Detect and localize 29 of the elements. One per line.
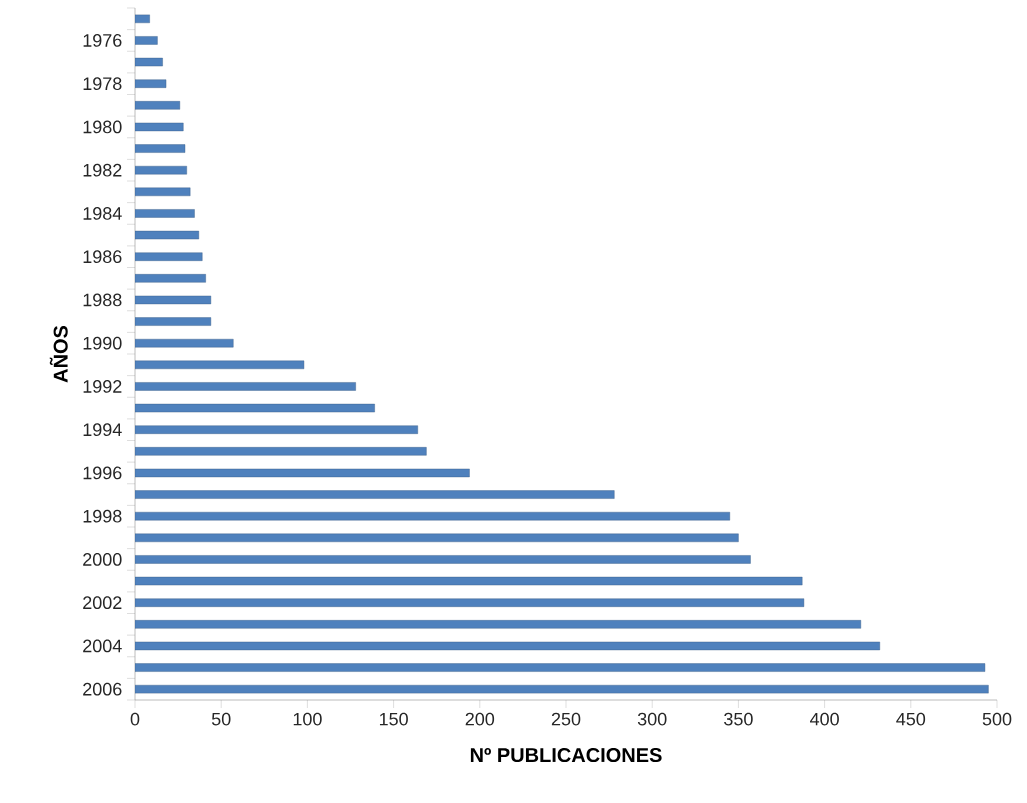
- y-tick-label: 1998: [83, 509, 122, 523]
- y-tick-label: 1990: [83, 336, 122, 350]
- y-tick-label: 2006: [83, 682, 122, 696]
- y-tick-label: 1978: [83, 77, 122, 91]
- x-tick-label: 450: [896, 712, 926, 726]
- y-tick-label: 1982: [83, 163, 122, 177]
- x-tick-label: 400: [810, 712, 839, 726]
- x-tick-label: 250: [551, 712, 581, 726]
- x-tick-label: 300: [637, 712, 667, 726]
- y-tick-label: 2002: [83, 596, 122, 610]
- x-tick-label: 200: [465, 712, 495, 726]
- y-tick-label: 1996: [83, 466, 122, 480]
- y-tick-label: 1980: [83, 120, 122, 134]
- y-axis-title: AÑOS: [49, 325, 68, 383]
- x-tick-label: 500: [982, 712, 1012, 726]
- y-tick-label: 1986: [83, 250, 122, 264]
- y-tick-label: 1984: [83, 207, 122, 220]
- x-tick-label: 0: [130, 712, 140, 726]
- x-tick-label: 150: [379, 712, 408, 726]
- y-tick-label: 1976: [83, 34, 122, 47]
- y-tick-label: 1988: [83, 293, 122, 307]
- y-tick-label: 2000: [83, 553, 122, 566]
- y-tick-label: 1994: [83, 423, 122, 437]
- x-tick-label: 50: [211, 712, 231, 726]
- x-tick-label: 350: [724, 712, 753, 726]
- x-tick-label: 100: [293, 712, 322, 726]
- y-tick-label: 1992: [83, 380, 122, 393]
- y-tick-label: 2004: [83, 639, 122, 653]
- x-axis-title: Nº PUBLICACIONES: [470, 747, 662, 763]
